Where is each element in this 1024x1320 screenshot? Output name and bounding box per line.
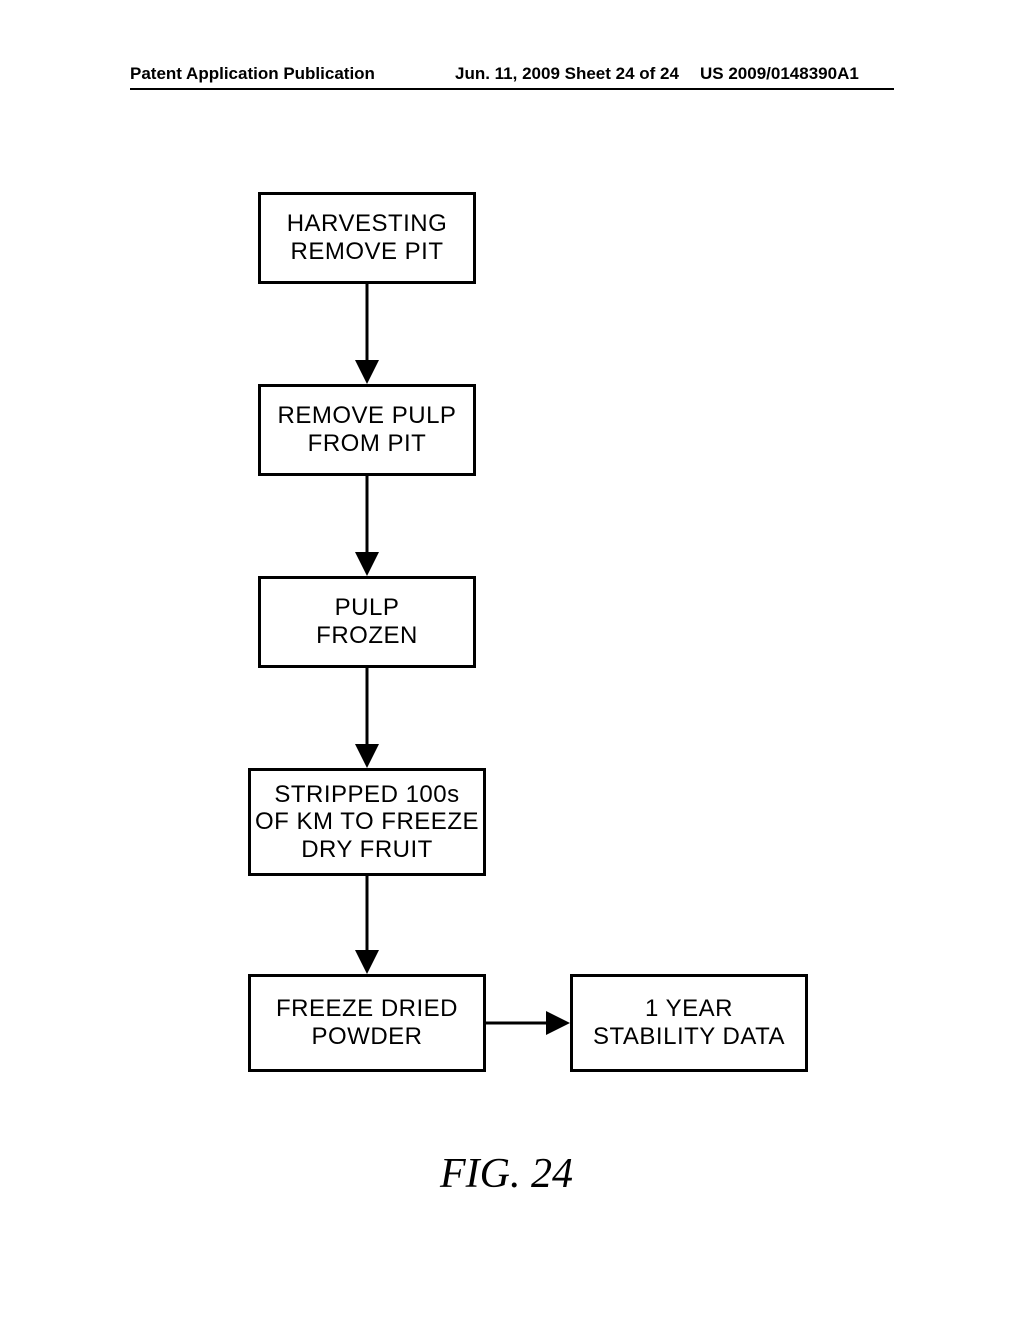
page: Patent Application Publication Jun. 11, … [0, 0, 1024, 1320]
flowchart-node: HARVESTINGREMOVE PIT [258, 192, 476, 284]
flowchart-arrows [0, 0, 1024, 1320]
flowchart-node: STRIPPED 100sOF KM TO FREEZEDRY FRUIT [248, 768, 486, 876]
flowchart-node: PULPFROZEN [258, 576, 476, 668]
flowchart-node: 1 YEARSTABILITY DATA [570, 974, 808, 1072]
flowchart-node: FREEZE DRIEDPOWDER [248, 974, 486, 1072]
figure-label: FIG. 24 [440, 1150, 573, 1198]
flowchart-node: REMOVE PULPFROM PIT [258, 384, 476, 476]
